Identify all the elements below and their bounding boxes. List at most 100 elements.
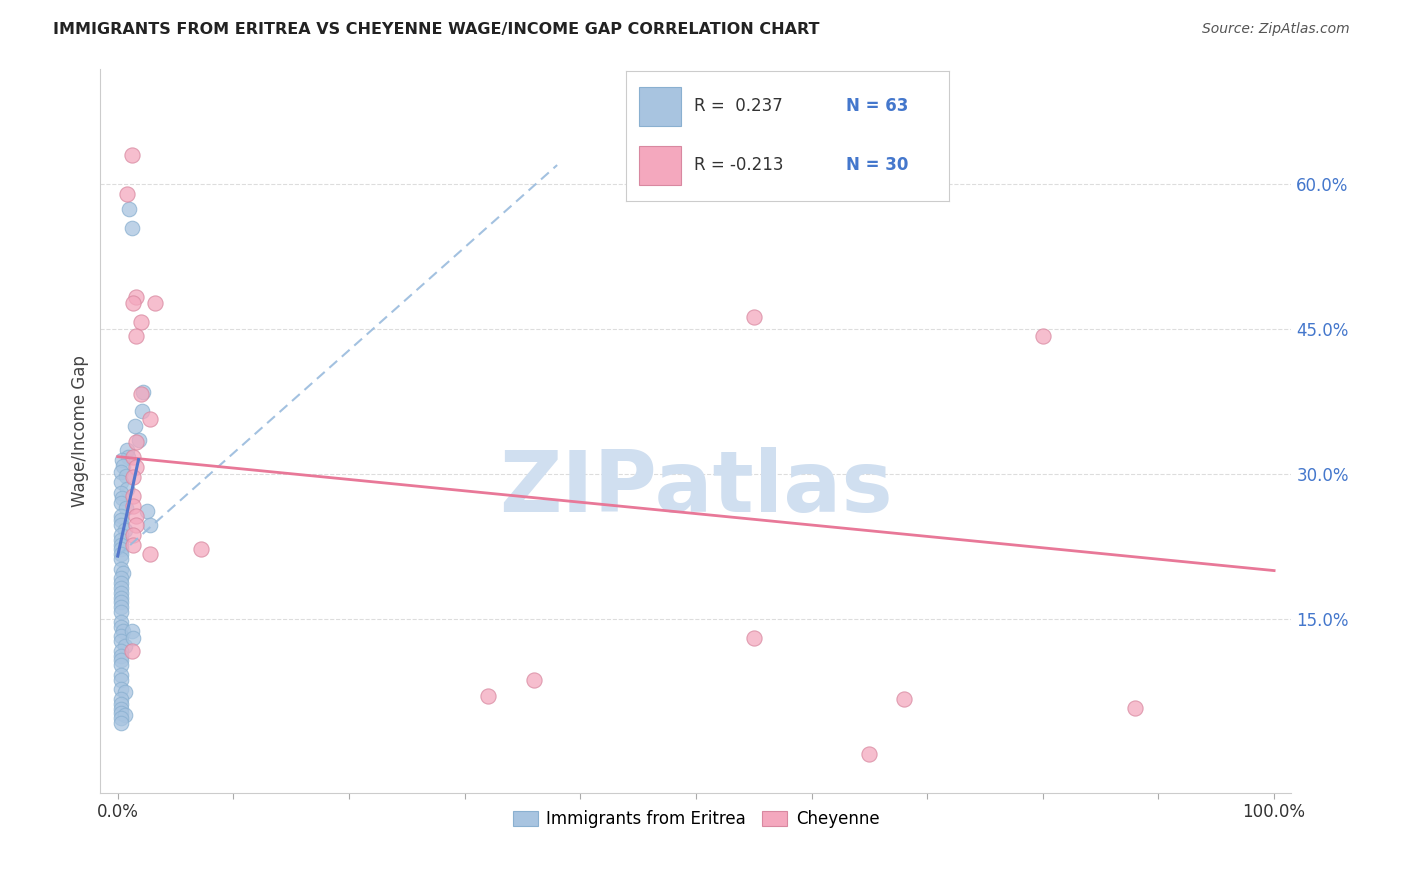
Text: N = 30: N = 30	[845, 156, 908, 174]
Point	[139, 547, 162, 561]
Point	[125, 460, 148, 475]
Point	[125, 329, 148, 343]
Point	[121, 470, 143, 484]
Point	[121, 296, 143, 310]
Point	[893, 692, 915, 706]
Point	[110, 634, 132, 648]
Point	[110, 692, 132, 706]
Point	[110, 697, 132, 711]
Point	[742, 310, 765, 324]
Point	[115, 442, 138, 457]
Point	[128, 434, 150, 448]
Point	[110, 552, 132, 566]
Point	[121, 499, 143, 513]
Point	[121, 148, 143, 162]
Point	[131, 404, 153, 418]
Point	[110, 711, 132, 725]
Point	[110, 496, 132, 510]
Point	[139, 412, 162, 426]
Point	[111, 452, 134, 467]
Point	[125, 508, 148, 523]
Point	[110, 629, 132, 643]
Point	[477, 689, 499, 703]
Point	[129, 387, 152, 401]
Point	[110, 576, 132, 591]
Point	[115, 187, 138, 202]
Point	[112, 566, 135, 581]
Point	[115, 482, 138, 496]
Point	[190, 542, 212, 557]
Point	[110, 653, 132, 667]
Text: N = 63: N = 63	[845, 96, 908, 115]
Point	[125, 518, 148, 533]
FancyBboxPatch shape	[638, 146, 681, 186]
Point	[112, 459, 135, 474]
Point	[110, 716, 132, 731]
Point	[110, 668, 132, 682]
Point	[110, 706, 132, 721]
Point	[1123, 700, 1146, 714]
Point	[110, 518, 132, 533]
Point	[114, 500, 136, 515]
Point	[110, 508, 132, 523]
Point	[112, 624, 135, 639]
Point	[110, 682, 132, 697]
Point	[110, 673, 132, 687]
Point	[121, 528, 143, 542]
Point	[121, 624, 143, 639]
Text: R =  0.237: R = 0.237	[693, 96, 782, 115]
Point	[110, 562, 132, 576]
Point	[110, 619, 132, 633]
Point	[121, 644, 143, 658]
Point	[110, 581, 132, 595]
Point	[858, 747, 880, 761]
Point	[117, 450, 139, 464]
Point	[110, 586, 132, 600]
Point	[110, 701, 132, 715]
Point	[523, 673, 546, 687]
Point	[114, 639, 136, 653]
Point	[110, 547, 132, 561]
Point	[110, 571, 132, 585]
Legend: Immigrants from Eritrea, Cheyenne: Immigrants from Eritrea, Cheyenne	[506, 804, 886, 835]
Point	[124, 418, 146, 433]
Point	[135, 504, 157, 518]
Point	[110, 605, 132, 619]
Point	[1032, 329, 1054, 343]
Point	[125, 290, 148, 304]
Point	[114, 469, 136, 483]
Point	[114, 523, 136, 537]
Point	[110, 644, 132, 658]
Point	[125, 435, 148, 450]
Y-axis label: Wage/Income Gap: Wage/Income Gap	[72, 355, 89, 507]
Point	[110, 486, 132, 500]
Point	[110, 658, 132, 673]
Point	[129, 315, 152, 329]
Point	[121, 489, 143, 503]
Text: R = -0.213: R = -0.213	[693, 156, 783, 174]
Point	[110, 537, 132, 551]
Point	[121, 220, 143, 235]
Text: IMMIGRANTS FROM ERITREA VS CHEYENNE WAGE/INCOME GAP CORRELATION CHART: IMMIGRANTS FROM ERITREA VS CHEYENNE WAGE…	[53, 22, 820, 37]
Point	[121, 450, 143, 464]
Point	[110, 513, 132, 527]
Point	[143, 296, 166, 310]
Point	[110, 533, 132, 547]
Point	[139, 518, 162, 533]
Point	[110, 600, 132, 615]
Point	[110, 595, 132, 609]
Point	[110, 615, 132, 629]
Text: ZIPatlas: ZIPatlas	[499, 447, 893, 530]
Point	[114, 685, 136, 699]
Point	[110, 542, 132, 557]
Point	[132, 384, 155, 399]
FancyBboxPatch shape	[638, 87, 681, 126]
Point	[110, 591, 132, 605]
Point	[110, 465, 132, 479]
Point	[742, 631, 765, 645]
Text: Source: ZipAtlas.com: Source: ZipAtlas.com	[1202, 22, 1350, 37]
Point	[110, 528, 132, 542]
Point	[111, 491, 134, 505]
Point	[110, 475, 132, 489]
Point	[118, 202, 141, 216]
